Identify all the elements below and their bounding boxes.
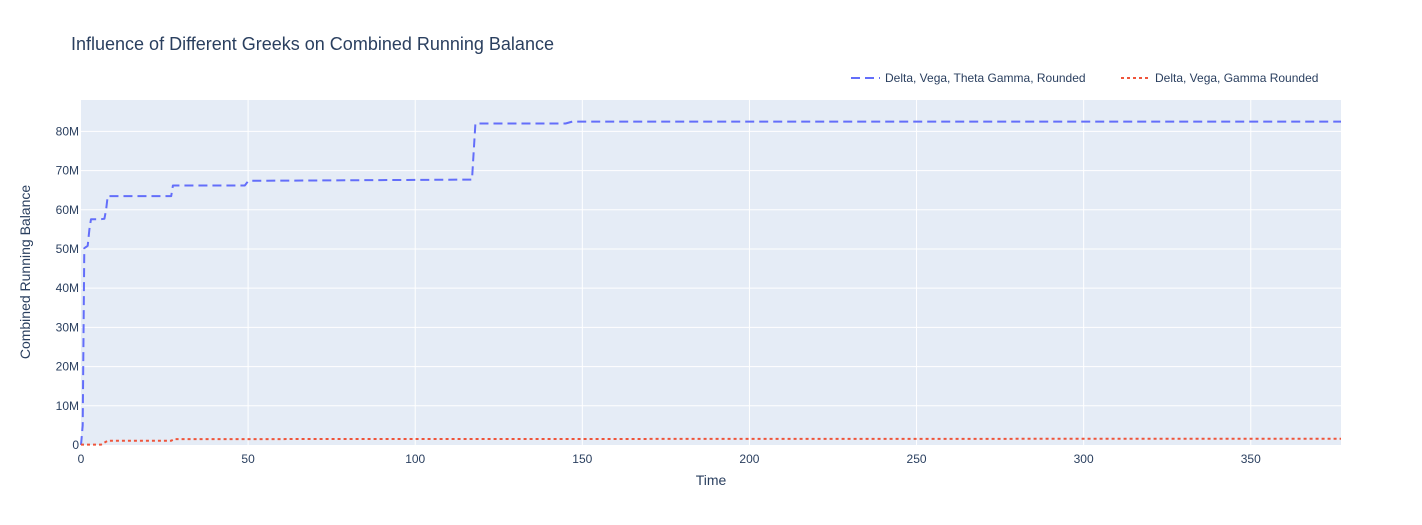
- x-tick-label: 300: [1074, 452, 1094, 466]
- x-tick-label: 350: [1241, 452, 1261, 466]
- y-tick-label: 0: [72, 438, 79, 452]
- x-tick-label: 100: [405, 452, 425, 466]
- legend-item-2[interactable]: Delta, Vega, Gamma Rounded: [1121, 71, 1318, 85]
- y-tick-label: 70M: [56, 164, 79, 178]
- legend[interactable]: Delta, Vega, Theta Gamma, Rounded Delta, …: [851, 71, 1318, 85]
- y-tick-label: 10M: [56, 399, 79, 413]
- y-tick-label: 50M: [56, 242, 79, 256]
- series-line-1: [80, 120, 1341, 446]
- legend-item-1[interactable]: Delta, Vega, Theta Gamma, Rounded: [851, 71, 1086, 85]
- y-axis-title: Combined Running Balance: [17, 185, 33, 360]
- x-tick-label: 200: [739, 452, 759, 466]
- legend-label: Delta, Vega, Theta Gamma, Rounded: [885, 71, 1086, 85]
- x-tick-label: 50: [241, 452, 255, 466]
- grid: [81, 100, 1341, 445]
- x-tick-label: 0: [78, 452, 85, 466]
- y-tick-label: 20M: [56, 360, 79, 374]
- series-layer: [80, 120, 1342, 446]
- plot-area: [81, 100, 1341, 445]
- series-line-2: [81, 437, 1342, 446]
- legend-label: Delta, Vega, Gamma Rounded: [1155, 71, 1318, 85]
- y-tick-label: 80M: [56, 124, 79, 138]
- y-tick-label: 30M: [56, 320, 79, 334]
- y-tick-label: 60M: [56, 203, 79, 217]
- ticks: 0 50 100 150 200 250 300 350 0 10M 20M 30M 40M 50M 60M…: [56, 124, 1261, 466]
- chart-title: Influence of Different Greeks on Combine…: [71, 34, 554, 54]
- y-tick-label: 40M: [56, 281, 79, 295]
- x-axis-title: Time: [696, 472, 727, 488]
- x-tick-label: 250: [907, 452, 927, 466]
- x-tick-label: 150: [572, 452, 592, 466]
